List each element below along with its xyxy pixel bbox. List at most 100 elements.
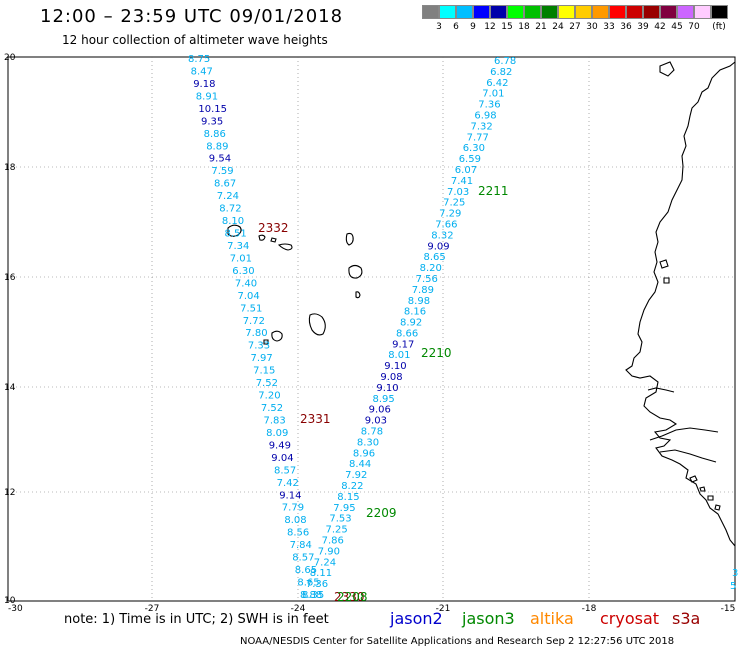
wave-height-value: 6.30 [463,143,485,154]
wave-height-value: 7.59 [211,166,233,177]
wave-height-value: 7.03 [447,187,469,198]
pass-label-2330: 2330 [334,590,365,604]
wave-height-value: 7.34 [227,241,249,252]
pass-label-2209: 2209 [366,506,397,520]
x-tick-label: -30 [8,604,23,614]
wave-height-value: 7.86 [322,536,344,547]
edge-value-bottom: 5 [730,581,736,592]
wave-height-value: 9.35 [201,116,223,127]
y-tick-label: 20 [4,53,16,63]
legend-swatches [422,5,728,19]
wave-height-value: 6.59 [459,154,481,165]
wave-height-value: 8.78 [361,427,383,438]
y-tick-label: 16 [4,273,16,283]
wave-height-value: 7.77 [467,132,489,143]
wave-height-value: 9.10 [384,361,406,372]
wave-height-value: 7.51 [240,303,262,314]
wave-height-value: 8.72 [219,204,241,215]
wave-height-value: 7.80 [245,328,267,339]
coastline-bijagos-4 [714,504,721,511]
x-tick-label: -24 [291,604,306,614]
legend-swatch [558,5,575,19]
coastline-mainland [625,61,736,547]
coastline-river-2 [659,449,717,463]
wave-height-value: 6.98 [474,111,496,122]
wave-height-value: 8.10 [222,216,244,227]
wave-height-value: 9.14 [279,490,301,501]
island-santo-antao [227,224,242,237]
y-tick-label: 14 [4,383,16,393]
legend-jason2: jason2 [390,609,443,628]
wave-height-value: 8.32 [431,230,453,241]
wave-height-value: 6.07 [455,165,477,176]
wave-height-value: 9.04 [271,453,293,464]
pass-label-2332: 2332 [258,221,289,235]
track-pass-2332: 8.758.479.188.9110.159.358.868.899.547.5… [188,54,322,601]
wave-height-value: 8.44 [349,459,371,470]
wave-height-value: 7.84 [290,540,312,551]
coastline-river-1 [649,427,719,441]
wave-height-value: 9.17 [392,339,414,350]
wave-height-value: 8.15 [337,492,359,503]
wave-height-value: 8.95 [373,394,395,405]
wave-height-value: 8.35 [302,590,324,601]
wave-height-value: 8.96 [353,448,375,459]
wave-height-value: 9.10 [376,383,398,394]
wave-height-value: 9.18 [193,79,215,90]
wave-height-value: 7.33 [248,341,270,352]
island-brava [263,339,269,345]
wave-height-value: 7.52 [261,403,283,414]
legend-label: 30 [586,22,598,32]
coastline-north-island [659,61,675,77]
wave-height-value: 7.72 [243,316,265,327]
legend-jason3: jason3 [462,609,515,628]
wave-height-value: 7.56 [416,274,438,285]
legend-swatch [677,5,694,19]
wave-height-value: 7.41 [451,176,473,187]
legend-label: 33 [603,22,615,32]
wave-height-value: 7.95 [333,503,355,514]
wave-height-value: 8.30 [357,437,379,448]
legend-label: 15 [501,22,513,32]
x-tick-label: -21 [436,604,451,614]
wave-height-value: 8.65 [295,565,317,576]
wave-height-value: 7.42 [277,478,299,489]
wave-height-value: 6.30 [232,266,254,277]
wave-height-value: 7.79 [282,503,304,514]
x-axis-ticks: -30 -27 -24 -21 -18 -15 [8,604,735,614]
wave-height-value: 6.82 [490,67,512,78]
wave-height-value: 8.88 [300,590,322,601]
legend-swatch [643,5,660,19]
legend-swatch [439,5,456,19]
coastline-lake-2 [663,277,670,284]
legend-swatch [422,5,439,19]
legend-swatch [660,5,677,19]
wave-height-value: 8.51 [225,229,247,240]
y-tick-label: 18 [4,163,16,173]
legend-swatch [473,5,490,19]
coastline-bijagos-1 [689,475,698,483]
wave-height-value: 8.98 [408,296,430,307]
coastline-lake-1 [659,259,669,269]
legend-labels: 3 6 9 12 15 18 21 24 27 30 33 36 39 42 45 70 (ft) [422,19,728,32]
pass-label-2331: 2331 [300,412,331,426]
credit-line: NOAA/NESDIS Center for Satellite Applica… [240,636,675,647]
wave-height-value: 7.24 [314,557,336,568]
y-tick-label: 12 [4,488,15,498]
wave-height-value: 6.42 [486,78,508,89]
wave-height-value: 7.29 [439,209,461,220]
wave-height-value: 9.49 [269,440,291,451]
wave-height-value: 10.15 [198,104,227,115]
legend-swatch [609,5,626,19]
wave-height-value: 8.65 [424,252,446,263]
wave-height-value: 7.97 [251,353,273,364]
legend-label: 27 [569,22,581,32]
wave-height-value: 7.25 [443,198,465,209]
cape-verde-islands [227,224,363,345]
wave-height-value: 8.22 [341,481,363,492]
x-tick-label: -27 [145,604,160,614]
wave-height-value: 7.83 [264,416,286,427]
legend-cryosat: cryosat [600,609,660,628]
pass-label-2211: 2211 [478,184,509,198]
